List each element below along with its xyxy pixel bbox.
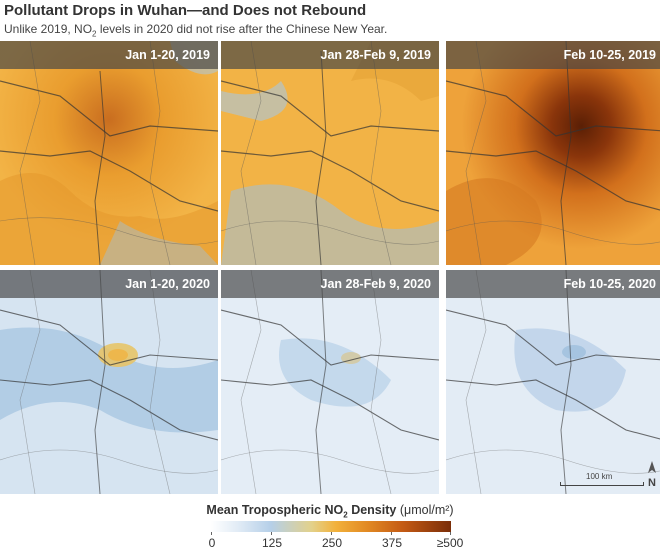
map-panel-2019-3: Feb 10-25, 2019 bbox=[446, 41, 660, 265]
map-panel-2020-2: Jan 28-Feb 9, 2020 bbox=[221, 270, 439, 494]
no2-map-2020-1 bbox=[0, 270, 218, 494]
no2-map-2019-1 bbox=[0, 41, 218, 265]
no2-map-2020-2 bbox=[221, 270, 439, 494]
legend-tick-label-250: 250 bbox=[321, 536, 343, 550]
no2-map-2019-2 bbox=[221, 41, 439, 265]
legend-tick-mark-375 bbox=[391, 532, 392, 535]
legend-unit: (μmol/m²) bbox=[399, 503, 454, 517]
legend-tick-label-125: 125 bbox=[261, 536, 283, 550]
legend-colorbar bbox=[211, 521, 451, 532]
no2-map-2019-3 bbox=[446, 41, 660, 265]
scale-bar: 100 km bbox=[560, 472, 650, 488]
legend-tick-label-0: 0 bbox=[208, 536, 216, 550]
no2-map-2020-3 bbox=[446, 270, 660, 494]
panel-label-2019-2: Jan 28-Feb 9, 2019 bbox=[221, 41, 439, 69]
panel-label-2020-2: Jan 28-Feb 9, 2020 bbox=[221, 270, 439, 298]
map-panel-2020-1: Jan 1-20, 2020 bbox=[0, 270, 218, 494]
map-panel-2019-1: Jan 1-20, 2019 bbox=[0, 41, 218, 265]
page-subtitle: Unlike 2019, NO2 levels in 2020 did not … bbox=[4, 22, 387, 38]
north-label: N bbox=[648, 477, 656, 489]
legend-title-subscript: 2 bbox=[343, 510, 348, 520]
map-panel-2020-3: Feb 10-25, 2020 bbox=[446, 270, 660, 494]
map-grid: Jan 1-20, 2019 Jan 28-Feb 9, 2019 bbox=[0, 41, 660, 494]
map-panel-2019-2: Jan 28-Feb 9, 2019 bbox=[221, 41, 439, 265]
legend-tick-mark-0 bbox=[211, 532, 212, 535]
legend-tick-label-375: 375 bbox=[381, 536, 403, 550]
north-arrow-glyph bbox=[648, 461, 656, 473]
north-arrow-icon: N bbox=[645, 460, 659, 489]
legend-title-before: Mean Tropospheric NO bbox=[206, 503, 344, 517]
panel-label-2020-1: Jan 1-20, 2020 bbox=[0, 270, 218, 298]
legend-tick-label-500: ≥500 bbox=[436, 536, 464, 550]
panel-label-2019-3: Feb 10-25, 2019 bbox=[446, 41, 660, 69]
scale-bar-line bbox=[560, 482, 644, 486]
legend-title: Mean Tropospheric NO2 Density (μmol/m²) bbox=[0, 503, 660, 520]
panel-label-2019-1: Jan 1-20, 2019 bbox=[0, 41, 218, 69]
legend-tick-mark-250 bbox=[331, 532, 332, 535]
legend-tick-mark-500 bbox=[450, 532, 451, 535]
scale-bar-label: 100 km bbox=[586, 472, 613, 481]
page-title: Pollutant Drops in Wuhan—and Does not Re… bbox=[4, 2, 367, 19]
legend-title-after: Density bbox=[347, 503, 397, 517]
subtitle-subscript: 2 bbox=[92, 29, 97, 39]
panel-label-2020-3: Feb 10-25, 2020 bbox=[446, 270, 660, 298]
subtitle-after: levels in 2020 did not rise after the Ch… bbox=[96, 22, 388, 36]
legend-tick-mark-125 bbox=[271, 532, 272, 535]
subtitle-before: Unlike 2019, NO bbox=[4, 22, 93, 36]
